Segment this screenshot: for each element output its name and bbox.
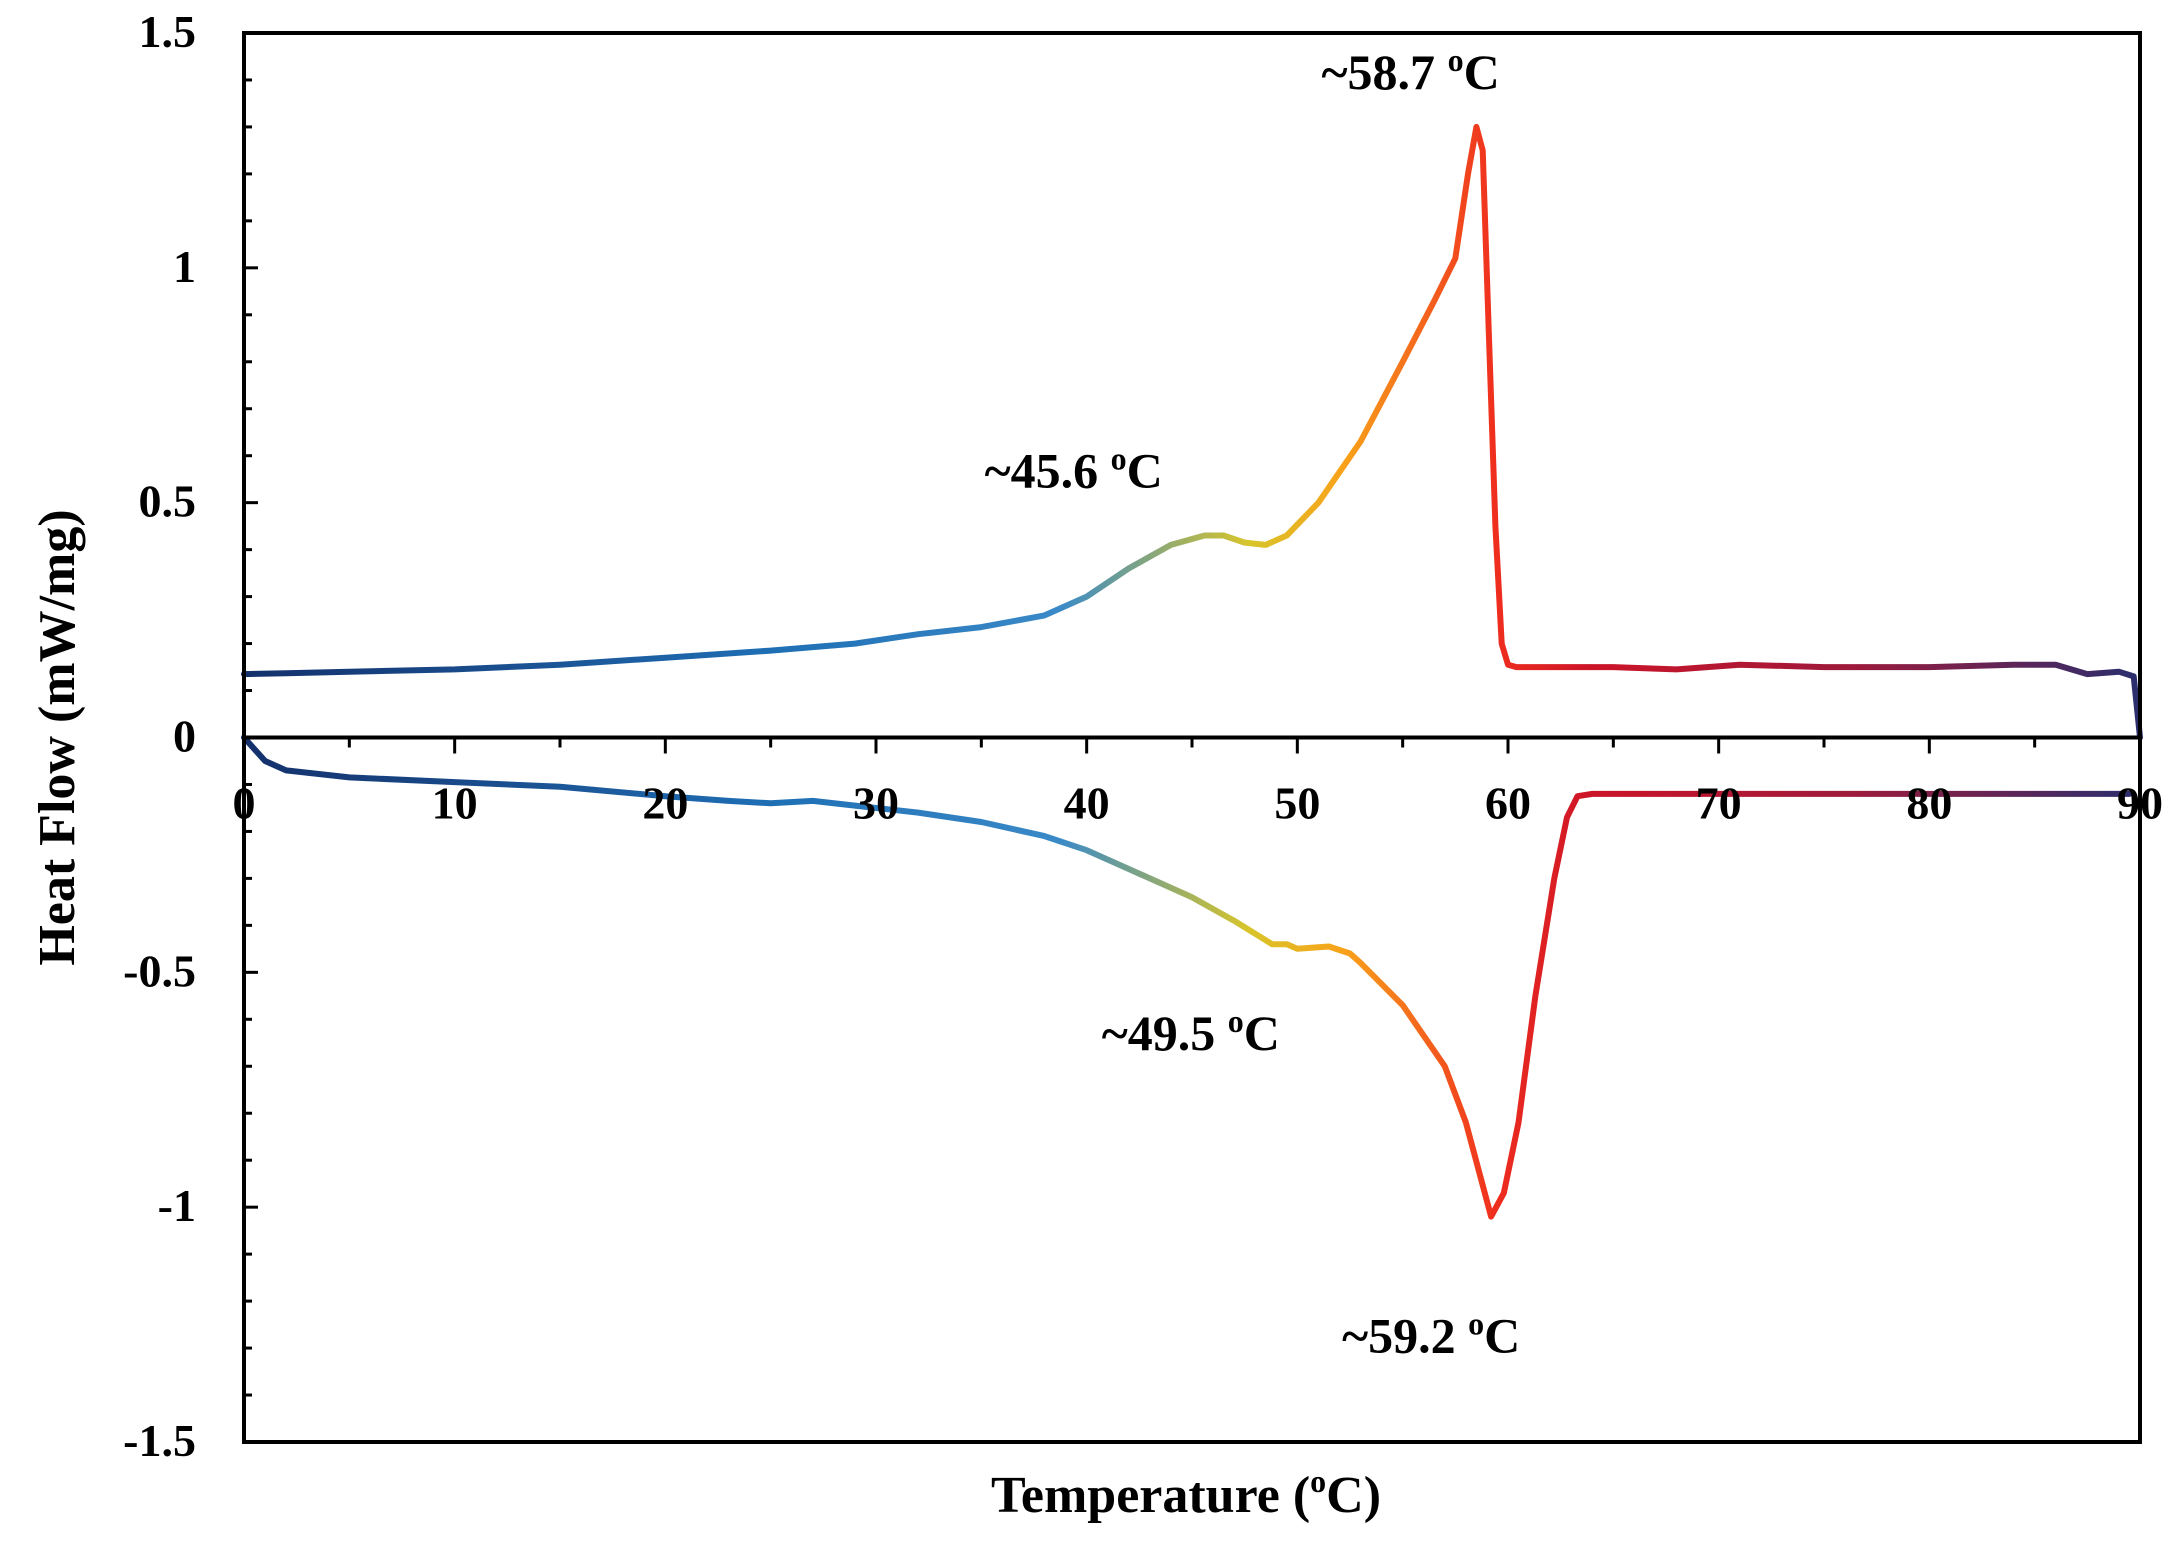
- y-tick-label: 1.5: [139, 6, 197, 57]
- x-tick-label: 60: [1485, 778, 1531, 829]
- y-tick-label: 0: [173, 711, 196, 762]
- peak-annotation: ~45.6 oC: [985, 441, 1163, 499]
- x-tick-label: 90: [2117, 778, 2163, 829]
- x-tick-label: 10: [432, 778, 478, 829]
- x-tick-label: 50: [1274, 778, 1320, 829]
- y-tick-label: 1: [173, 241, 196, 292]
- series-line-heating: [241, 123, 2143, 741]
- series-group: [241, 123, 2143, 1220]
- x-axis-title: Temperature (oC): [991, 1463, 1381, 1524]
- annotations-group: ~58.7 oC ~45.6 oC ~49.5 oC ~59.2 oC: [985, 42, 1521, 1364]
- y-axis-title: Heat Flow (mW/mg): [29, 509, 86, 965]
- series-line-cooling: [241, 734, 2133, 1220]
- x-tick-label: 20: [642, 778, 688, 829]
- y-tick-label: -0.5: [123, 945, 196, 996]
- x-tick-label: 80: [1906, 778, 1952, 829]
- peak-annotation: ~58.7 oC: [1322, 42, 1500, 100]
- y-tick-label: -1: [158, 1180, 196, 1231]
- y-tick-label: 0.5: [139, 476, 197, 527]
- ticks-group: [242, 31, 2142, 1444]
- x-tick-label: 30: [853, 778, 899, 829]
- x-tick-label: 0: [233, 778, 256, 829]
- x-tick-label: 40: [1064, 778, 1110, 829]
- labels-group: 0 10 20 30 40 50 60 70 80 90 1.5 1 0.5 0 -0.5 -1 -1.5 Tem…: [29, 6, 2163, 1524]
- peak-annotation: ~49.5 oC: [1102, 1003, 1280, 1061]
- x-tick-label: 70: [1696, 778, 1742, 829]
- peak-annotation: ~59.2 oC: [1342, 1306, 1520, 1364]
- y-tick-label: -1.5: [123, 1415, 196, 1466]
